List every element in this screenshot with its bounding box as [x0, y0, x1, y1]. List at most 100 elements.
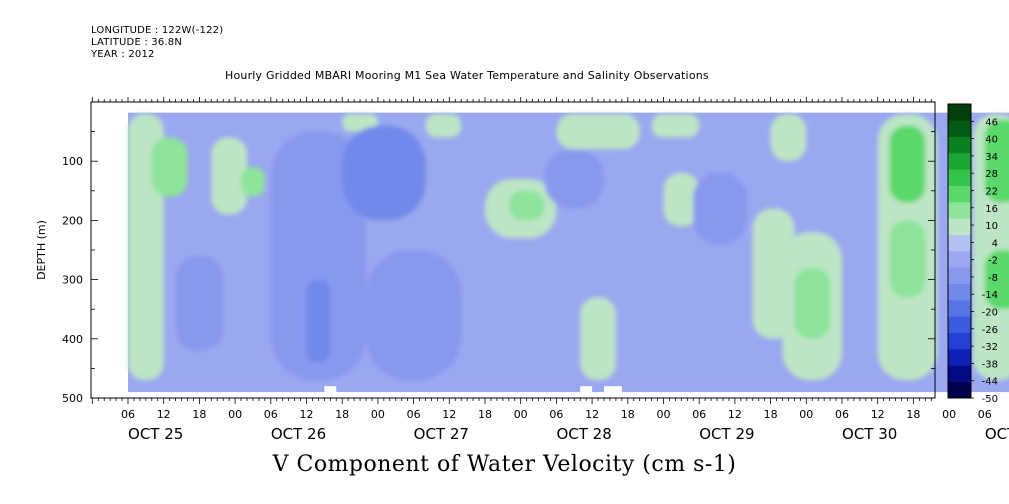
colorbar-band	[948, 169, 971, 186]
colorbar-label: 10	[985, 221, 998, 232]
colorbar-label: -2	[988, 256, 998, 267]
x-hour-label: 00	[371, 408, 385, 421]
chart-title: V Component of Water Velocity (cm s-1)	[272, 452, 737, 477]
x-hour-label: 00	[657, 408, 671, 421]
heatmap-feature-13	[770, 113, 807, 162]
colorbar-label: 46	[985, 117, 998, 128]
x-hour-label: 18	[764, 408, 778, 421]
x-hour-label: 00	[799, 408, 813, 421]
colorbar-band	[948, 218, 971, 235]
x-hour-label: 18	[335, 408, 349, 421]
heatmap-feature-20	[984, 119, 1009, 203]
x-hour-label: 12	[728, 408, 742, 421]
x-hour-label: 06	[835, 408, 849, 421]
heatmap-feature-5	[425, 113, 462, 138]
heatmap-feature-18	[889, 220, 926, 298]
heatmap-feature-7	[508, 190, 545, 221]
x-day-label: OCT 28	[556, 425, 611, 443]
year-label: YEAR : 2012	[91, 49, 155, 60]
x-day-label: OCT 27	[414, 425, 469, 443]
x-hour-label: 18	[906, 408, 920, 421]
x-hour-label: 06	[264, 408, 278, 421]
colorbar-label: 34	[985, 152, 998, 163]
colorbar-label: 4	[992, 238, 998, 249]
colorbar-band	[948, 381, 971, 399]
colorbar-band	[948, 332, 971, 350]
x-day-label: OCT 26	[271, 425, 326, 443]
x-hour-label: 00	[942, 408, 956, 421]
heatmap-feature-1	[151, 137, 188, 197]
x-hour-label: 12	[157, 408, 171, 421]
heatmap-feature-28	[366, 250, 462, 381]
heatmap-feature-9	[651, 113, 700, 138]
x-hour-label: 12	[585, 408, 599, 421]
colorbar-label: 40	[985, 135, 998, 146]
colorbar-label: 28	[985, 169, 998, 180]
heatmap-feature-26	[342, 125, 426, 221]
x-hour-label: 06	[407, 408, 421, 421]
x-hour-label: 12	[871, 408, 885, 421]
x-hour-label: 00	[514, 408, 528, 421]
colorbar-label: -50	[982, 394, 998, 405]
heatmap-feature-29	[544, 149, 604, 209]
x-hour-label: 00	[228, 408, 242, 421]
x-day-label: OCT 30	[842, 425, 897, 443]
heatmap-feature-30	[693, 173, 747, 245]
longitude-label: LONGITUDE : 122W(-122)	[91, 25, 224, 36]
colorbar-frame	[947, 103, 972, 399]
colorbar-label: -38	[982, 359, 998, 370]
x-hour-label: 18	[621, 408, 635, 421]
x-hour-label: 12	[442, 408, 456, 421]
heatmap-feature-25	[270, 131, 366, 381]
colorbar-band	[948, 251, 971, 268]
colorbar-label: -44	[982, 377, 998, 388]
heatmap-feature-31	[175, 255, 224, 351]
y-axis-label: DEPTH (m)	[35, 220, 48, 280]
colorbar-band	[948, 104, 971, 121]
x-hour-label: 06	[121, 408, 135, 421]
x-hour-label: 06	[692, 408, 706, 421]
x-hour-label: 18	[478, 408, 492, 421]
colorbar-band	[948, 349, 971, 366]
y-tick-label: 400	[62, 333, 83, 346]
colorbar-band	[948, 283, 971, 301]
colorbar-label: -26	[982, 325, 998, 336]
colorbar-label: -20	[982, 308, 998, 319]
colorbar-band	[948, 153, 971, 170]
colorbar-band	[948, 185, 971, 203]
x-hour-label: 12	[300, 408, 314, 421]
y-tick-label: 200	[62, 214, 83, 227]
x-day-label: OCT 31	[985, 425, 1009, 443]
x-day-label: OCT 29	[699, 425, 754, 443]
colorbar-label: -32	[982, 342, 998, 353]
colorbar-band	[948, 234, 971, 252]
heatmap-feature-11	[580, 297, 616, 381]
heatmap-feature-4	[342, 113, 378, 132]
colorbar-band	[948, 136, 971, 154]
x-hour-label: 18	[192, 408, 206, 421]
y-tick-label: 100	[62, 155, 83, 168]
heatmap-feature-15	[794, 267, 831, 339]
heatmap-feature-3	[241, 167, 265, 197]
colorbar-label: 16	[985, 204, 998, 215]
x-hour-label: 06	[549, 408, 563, 421]
heatmap-feature-27	[306, 279, 331, 363]
colorbar-band	[948, 365, 971, 382]
x-day-label: OCT 25	[128, 425, 183, 443]
heatmap-features	[128, 113, 1009, 381]
colorbar-band	[948, 202, 971, 219]
missing-data-0	[324, 386, 337, 394]
colorbar-band	[948, 300, 971, 317]
x-hour-label: 06	[978, 408, 992, 421]
missing-data-1	[580, 386, 593, 394]
colorbar-band	[948, 316, 971, 333]
heatmap-feature-2	[211, 137, 247, 215]
colorbar-label: -14	[982, 290, 998, 301]
heatmap-feature-17	[889, 125, 926, 203]
colorbar-label: -8	[988, 273, 998, 284]
missing-data-2	[604, 386, 622, 394]
heatmap-feature-8	[556, 113, 640, 150]
colorbar-label: 22	[985, 186, 998, 197]
latitude-label: LATITUDE : 36.8N	[91, 37, 183, 48]
heatmap-feature-21	[984, 250, 1009, 310]
